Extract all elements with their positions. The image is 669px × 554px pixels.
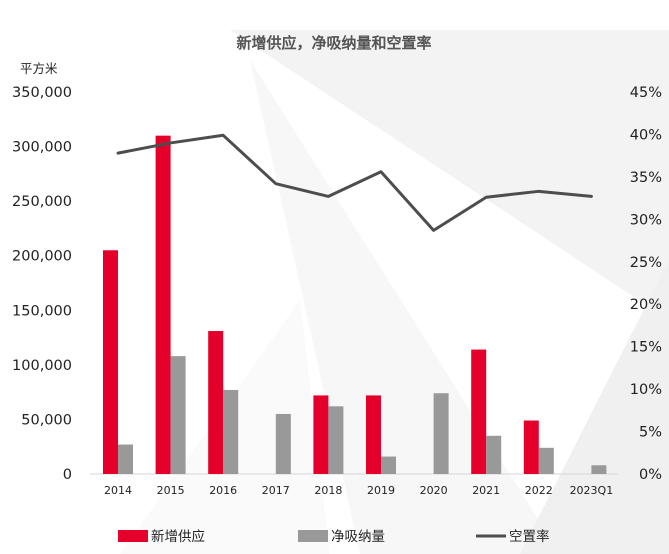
supply-bar	[155, 135, 171, 474]
x-tick-label: 2017	[262, 484, 290, 497]
y-right-tick-label: 15%	[630, 340, 662, 356]
absorption-bar	[223, 389, 239, 474]
absorption-bar	[486, 435, 502, 474]
background-decoration	[120, 30, 669, 554]
y-left-tick-label: 200,000	[12, 249, 72, 265]
y-left-tick-label: 50,000	[21, 412, 72, 428]
y-right-tick-label: 40%	[630, 127, 662, 143]
absorption-bar	[433, 393, 449, 474]
y-right-tick-label: 25%	[630, 255, 662, 271]
x-tick-label: 2014	[104, 484, 132, 497]
absorption-bar	[591, 465, 607, 474]
y-left-tick-label: 0	[63, 467, 72, 483]
y-right-tick-label: 35%	[630, 170, 662, 186]
legend-label: 空置率	[509, 528, 550, 545]
supply-bar	[313, 395, 329, 474]
supply-bar	[103, 250, 118, 474]
x-tick-label: 2016	[209, 484, 237, 497]
chart-title: 新增供应，净吸纳量和空置率	[236, 34, 431, 52]
x-tick-label: 2023Q1	[570, 484, 614, 497]
x-tick-label: 2019	[367, 484, 395, 497]
absorption-bar	[538, 447, 554, 474]
supply-bar	[523, 420, 539, 474]
y-right-tick-label: 0%	[639, 467, 662, 483]
supply-bar	[366, 395, 381, 474]
supply-bar	[471, 349, 487, 474]
x-tick-label: 2020	[420, 484, 448, 497]
y-left-unit-label: 平方米	[20, 61, 58, 76]
x-tick-label: 2015	[157, 484, 185, 497]
legend-swatch-absorption	[298, 530, 328, 542]
vacancy-rate-line	[116, 133, 593, 232]
absorption-bar	[275, 413, 291, 474]
legend-label: 新增供应	[151, 528, 205, 545]
legend-label: 净吸纳量	[331, 529, 385, 545]
absorption-bar	[170, 356, 186, 474]
absorption-bar	[328, 406, 344, 474]
y-left-tick-label: 300,000	[12, 140, 72, 156]
y-right-tick-label: 20%	[630, 297, 662, 313]
y-left-tick-label: 100,000	[12, 358, 72, 374]
legend-swatch-supply	[118, 530, 148, 542]
x-tick-label: 2021	[472, 484, 500, 497]
y-right-tick-label: 30%	[630, 212, 662, 228]
y-right-tick-label: 45%	[630, 85, 662, 101]
x-tick-label: 2022	[525, 484, 553, 497]
supply-bar	[208, 331, 224, 474]
y-left-tick-label: 150,000	[12, 303, 72, 319]
x-tick-label: 2018	[314, 484, 342, 497]
y-left-tick-label: 350,000	[12, 85, 72, 101]
y-right-tick-label: 10%	[630, 382, 662, 398]
y-left-tick-label: 250,000	[12, 194, 72, 210]
y-right-tick-label: 5%	[639, 425, 662, 441]
absorption-bar	[118, 444, 133, 474]
absorption-bar	[381, 456, 396, 474]
